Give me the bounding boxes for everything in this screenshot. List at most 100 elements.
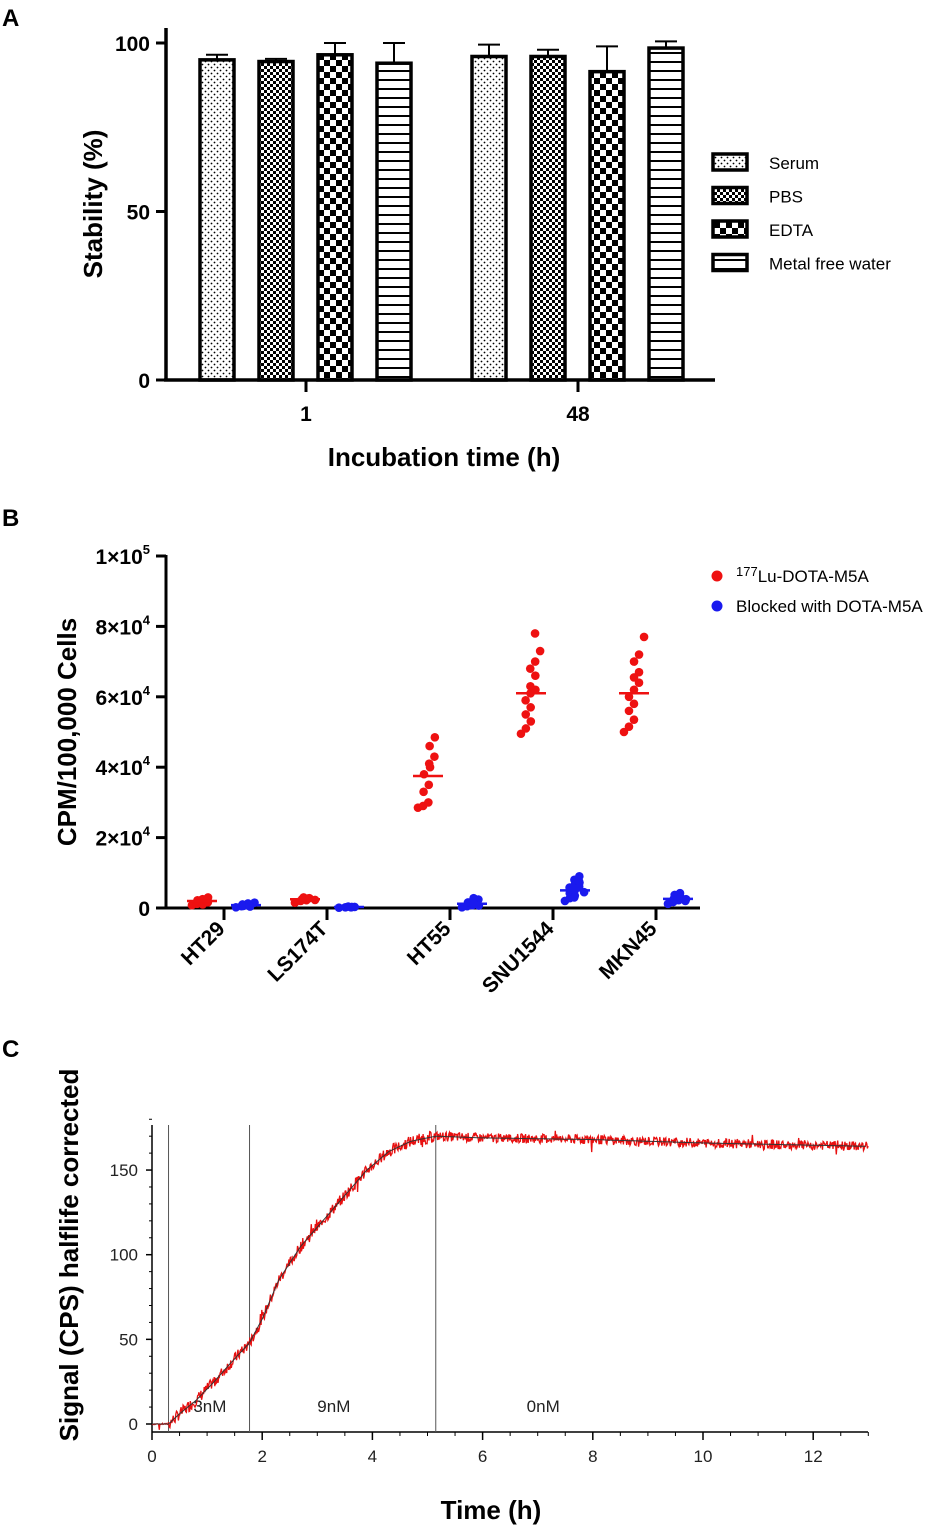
point-lu177-SNU1544 bbox=[526, 703, 535, 712]
panel-c-fit-curve bbox=[152, 1135, 866, 1425]
point-lu177-HT55 bbox=[425, 741, 434, 751]
y-tick-exponent: 4 bbox=[143, 683, 151, 698]
point-lu177-MKN45 bbox=[634, 667, 644, 677]
x-tick-label: 8 bbox=[588, 1447, 597, 1466]
legend-label: EDTA bbox=[769, 221, 814, 240]
y-tick-label: 2×104 bbox=[95, 824, 150, 851]
point-blocked-SNU1544 bbox=[574, 876, 584, 886]
point-lu177-SNU1544 bbox=[521, 710, 531, 719]
x-tick-label: 0 bbox=[147, 1447, 156, 1466]
panel-a: A 0 50 100 1 48 Incubation time (h) Stabili… bbox=[2, 5, 891, 472]
x-tick-label: LS174T bbox=[263, 917, 332, 986]
panel-a-y-label: Stability (%) bbox=[78, 130, 108, 279]
y-tick-exponent: 5 bbox=[143, 542, 150, 557]
bar-dots-48 bbox=[470, 54, 508, 382]
panel-b-mean-lines bbox=[187, 692, 693, 909]
point-lu177-MKN45 bbox=[624, 692, 634, 702]
panel-b-letter: B bbox=[2, 505, 19, 532]
panel-c: C 0 50 100 150 0 2 4 6 8 10 12 3nM 9nM 0nM Time (h)… bbox=[2, 1036, 869, 1525]
y-tick-label: 0 bbox=[138, 370, 150, 393]
x-tick-label: 10 bbox=[694, 1447, 713, 1466]
y-tick-label: 0 bbox=[138, 898, 150, 921]
y-tick-label: 50 bbox=[127, 202, 150, 225]
legend-swatch-check bbox=[711, 185, 749, 206]
bar-hlines-1 bbox=[375, 61, 413, 382]
y-tick-exponent: 4 bbox=[143, 753, 151, 768]
legend-label-name: Lu-DOTA-M5A bbox=[758, 567, 870, 586]
y-tick-label: 0 bbox=[129, 1415, 138, 1434]
x-tick-label: MKN45 bbox=[595, 917, 662, 984]
concentration-label: 0nM bbox=[527, 1397, 560, 1416]
point-lu177-HT55 bbox=[419, 787, 428, 797]
bar-bigcheck-1 bbox=[316, 53, 354, 382]
x-tick-label: 4 bbox=[368, 1447, 377, 1466]
bar-bigcheck-48 bbox=[588, 69, 626, 382]
legend-label: Metal free water bbox=[769, 255, 891, 274]
point-lu177-MKN45 bbox=[629, 685, 639, 695]
panel-b-legend: 177Lu-DOTA-M5A Blocked with DOTA-M5A bbox=[711, 564, 923, 616]
y-tick-label: 100 bbox=[115, 33, 150, 56]
point-lu177-SNU1544 bbox=[530, 629, 540, 638]
bar-hlines-48 bbox=[647, 46, 685, 382]
legend-label: Blocked with DOTA-M5A bbox=[736, 597, 923, 616]
point-lu177-MKN45 bbox=[624, 706, 634, 716]
x-tick-label: 12 bbox=[804, 1447, 823, 1466]
y-tick-label: 50 bbox=[119, 1330, 138, 1349]
panel-b-points bbox=[187, 629, 691, 912]
y-tick-label: 100 bbox=[110, 1246, 138, 1265]
point-lu177-SNU1544 bbox=[531, 671, 540, 680]
x-tick-label: 6 bbox=[478, 1447, 487, 1466]
point-lu177-MKN45 bbox=[634, 650, 644, 659]
legend-swatch-bigcheck bbox=[711, 219, 749, 239]
y-tick-exponent: 4 bbox=[143, 612, 151, 627]
y-tick-label: 8×104 bbox=[95, 612, 150, 639]
x-tick-label: HT29 bbox=[177, 917, 230, 970]
x-tick-label: 2 bbox=[257, 1447, 266, 1466]
y-tick-label: 4×104 bbox=[95, 753, 150, 780]
panel-c-annotations: 3nM 9nM 0nM bbox=[168, 1125, 560, 1432]
point-lu177-SNU1544 bbox=[521, 696, 530, 705]
panel-c-signal-line bbox=[151, 1129, 869, 1430]
panel-c-x-label: Time (h) bbox=[441, 1495, 542, 1525]
y-tick-mantissa: 4×10 bbox=[95, 757, 142, 780]
panel-c-x-ticks: 0 2 4 6 8 10 12 bbox=[147, 1432, 869, 1466]
point-lu177-SNU1544 bbox=[525, 664, 535, 673]
y-tick-mantissa: 1×10 bbox=[95, 546, 142, 569]
panel-a-legend: Serum PBS EDTA Metal free water bbox=[711, 152, 891, 274]
legend-label: PBS bbox=[769, 188, 803, 207]
y-tick-exponent: 4 bbox=[143, 824, 151, 839]
point-lu177-HT55 bbox=[425, 762, 435, 772]
panel-a-bars bbox=[198, 46, 685, 382]
x-tick-label: SNU1544 bbox=[478, 917, 559, 998]
legend-swatch-dots bbox=[711, 152, 749, 172]
panel-c-y-label: Signal (CPS) halflife corrected bbox=[54, 1069, 84, 1442]
point-lu177-HT55 bbox=[430, 752, 439, 761]
point-lu177-SNU1544 bbox=[530, 657, 540, 666]
concentration-label: 3nM bbox=[193, 1397, 226, 1416]
legend-label-name: Blocked with DOTA-M5A bbox=[736, 597, 923, 616]
panel-b-x-ticks: HT29 LS174T HT55 SNU1544 MKN45 bbox=[177, 908, 662, 998]
x-tick-label: 48 bbox=[566, 403, 590, 426]
y-tick-label: 1×105 bbox=[95, 542, 150, 569]
point-lu177-HT55 bbox=[424, 798, 433, 807]
y-tick-label: 6×104 bbox=[95, 683, 150, 710]
legend-label: 177Lu-DOTA-M5A bbox=[736, 564, 870, 586]
legend-label: Serum bbox=[769, 154, 819, 173]
panel-a-error-bars bbox=[206, 40, 677, 72]
legend-swatch-hlines bbox=[711, 252, 749, 273]
panel-a-x-ticks: 1 48 bbox=[300, 380, 590, 426]
point-lu177-HT55 bbox=[430, 732, 440, 742]
concentration-label: 9nM bbox=[317, 1397, 350, 1416]
point-lu177-MKN45 bbox=[629, 699, 639, 709]
point-lu177-MKN45 bbox=[624, 722, 634, 732]
point-lu177-HT29 bbox=[203, 893, 213, 902]
panel-c-y-ticks: 0 50 100 150 bbox=[110, 1118, 152, 1434]
legend-label-superscript: 177 bbox=[736, 564, 758, 579]
point-lu177-SNU1544 bbox=[526, 717, 536, 726]
bar-check-48 bbox=[529, 54, 567, 382]
panel-a-y-ticks: 0 50 100 bbox=[115, 33, 166, 393]
bar-check-1 bbox=[257, 59, 295, 382]
